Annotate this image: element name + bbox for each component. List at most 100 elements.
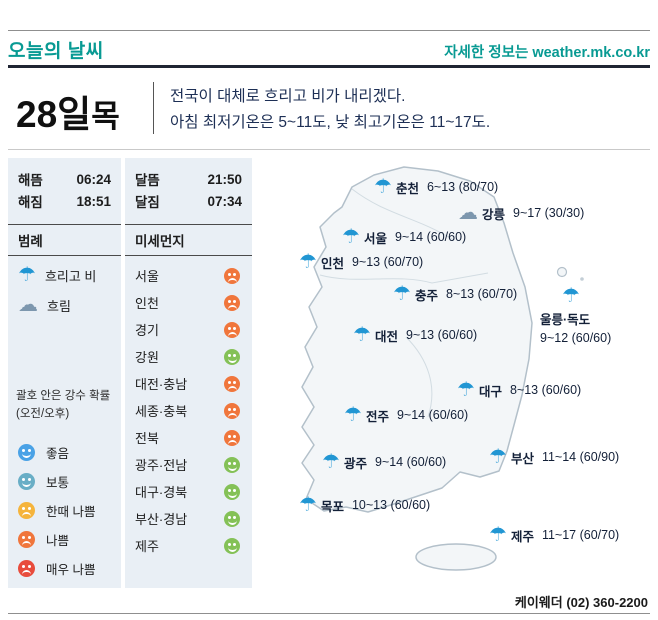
umbrella-icon: ☂ bbox=[374, 176, 392, 198]
face-good-icon bbox=[18, 443, 35, 461]
dust-region-label: 대전·충남 bbox=[135, 377, 188, 392]
page-title: 오늘의 날씨 bbox=[8, 41, 104, 62]
dust-face-icon bbox=[224, 348, 240, 365]
dust-header: 미세먼지 bbox=[125, 224, 252, 256]
moonrise-row: 달뜸 21:50 bbox=[125, 168, 252, 190]
city-marker-mokpo: ☂ 목포 10~13 (60/60) bbox=[299, 495, 430, 515]
city-temp: 9~14 (60/60) bbox=[394, 230, 467, 244]
dust-row-seoul: 서울 bbox=[125, 262, 252, 289]
city-temp: 9~14 (60/60) bbox=[396, 408, 469, 422]
face-very-bad-icon bbox=[18, 559, 35, 577]
city-marker-ulleung-dokdo: ☂ 울릉·독도 9~12 (60/60) bbox=[540, 286, 611, 345]
korea-weather-map: ☂ 춘천 6~13 (80/70) ☁ 강릉 9~17 (30/30) ☂ 서울 9~… bbox=[256, 155, 650, 591]
air-legend-label: 좋음 bbox=[46, 446, 70, 461]
air-legend-label: 한때 나쁨 bbox=[46, 504, 96, 519]
city-marker-busan: ☂ 부산 11~14 (60/90) bbox=[489, 447, 619, 467]
city-marker-jeju: ☂ 제주 11~17 (60/70) bbox=[489, 525, 619, 545]
umbrella-icon: ☂ bbox=[322, 451, 340, 473]
city-marker-incheon: ☂ 인천 9~13 (60/70) bbox=[299, 252, 423, 272]
sunset-row: 해짐 18:51 bbox=[8, 190, 121, 212]
city-name: 대전 bbox=[374, 329, 398, 344]
dust-face-icon bbox=[224, 402, 240, 419]
face-bad-icon bbox=[18, 530, 35, 548]
city-name: 전주 bbox=[365, 409, 389, 424]
face-sometimes-bad-icon bbox=[18, 501, 35, 519]
city-temp: 9~13 (60/60) bbox=[405, 328, 478, 342]
dust-row-gyeonggi: 경기 bbox=[125, 316, 252, 343]
air-legend-label: 매우 나쁨 bbox=[46, 562, 96, 577]
dust-row-gwangju-jeonnam: 광주·전남 bbox=[125, 451, 252, 478]
city-temp: 11~17 (60/70) bbox=[541, 528, 620, 542]
city-name: 강릉 bbox=[482, 207, 506, 222]
city-marker-gwangju: ☂ 광주 9~14 (60/60) bbox=[322, 452, 446, 472]
umbrella-icon: ☂ bbox=[489, 446, 507, 468]
dust-row-incheon: 인천 bbox=[125, 289, 252, 316]
sunset-time: 18:51 bbox=[76, 193, 111, 209]
top-divider bbox=[8, 30, 650, 31]
air-legend-label: 나쁨 bbox=[46, 533, 70, 548]
moonset-row: 달짐 07:34 bbox=[125, 190, 252, 212]
air-legend-item-moderate: 보통 bbox=[8, 467, 121, 496]
city-temp: 11~14 (60/90) bbox=[541, 450, 620, 464]
korea-map-svg bbox=[301, 166, 584, 571]
city-name: 서울 bbox=[363, 231, 387, 246]
city-temp: 10~13 (60/60) bbox=[351, 498, 431, 512]
dust-region-label: 인천 bbox=[135, 296, 159, 311]
forecast-line-1: 전국이 대체로 흐리고 비가 내리겠다. bbox=[170, 88, 406, 105]
city-temp: 9~13 (60/70) bbox=[351, 255, 424, 269]
dust-row-jeonbuk: 전북 bbox=[125, 424, 252, 451]
umbrella-icon: ☂ bbox=[457, 379, 475, 401]
city-name: 목포 bbox=[320, 499, 344, 514]
mainland-outline bbox=[301, 166, 533, 513]
umbrella-icon: ☂ bbox=[299, 251, 317, 273]
precip-note-line-1: 괄호 안은 강수 확률 bbox=[16, 390, 111, 402]
dust-region-label: 전북 bbox=[135, 431, 159, 446]
city-temp: 6~13 (80/70) bbox=[426, 180, 499, 194]
date-vertical-divider bbox=[153, 82, 154, 134]
bottom-divider bbox=[8, 613, 650, 614]
province-border-1 bbox=[319, 272, 489, 284]
cloud-icon: ☁ bbox=[18, 294, 38, 316]
dust-region-label: 세종·충북 bbox=[135, 404, 188, 419]
legend-item-rain: ☂ 흐리고 비 bbox=[8, 256, 121, 286]
page-header: 오늘의 날씨 자세한 정보는 weather.mk.co.kr bbox=[8, 36, 650, 63]
dust-row-gangwon: 강원 bbox=[125, 343, 252, 370]
dust-region-label: 경기 bbox=[135, 323, 159, 338]
moonrise-time: 21:50 bbox=[207, 171, 242, 187]
air-legend-label: 보통 bbox=[46, 475, 70, 490]
city-temp: 8~13 (60/70) bbox=[445, 287, 518, 301]
ulleungdo-island bbox=[556, 266, 568, 278]
umbrella-icon: ☂ bbox=[353, 324, 371, 346]
city-temp: 9~17 (30/30) bbox=[513, 206, 585, 220]
dust-region-label: 서울 bbox=[135, 269, 159, 284]
dust-row-sejong-chungbuk: 세종·충북 bbox=[125, 397, 252, 424]
city-name: 충주 bbox=[414, 288, 438, 303]
city-temp: 9~12 (60/60) bbox=[540, 331, 612, 345]
legend-header: 범례 bbox=[8, 224, 121, 256]
umbrella-icon: ☂ bbox=[489, 524, 507, 546]
city-name: 춘천 bbox=[395, 181, 419, 196]
moonset-label: 달짐 bbox=[135, 195, 160, 210]
air-legend-item-bad: 나쁨 bbox=[8, 525, 121, 554]
weather-url-text: 자세한 정보는 weather.mk.co.kr bbox=[444, 45, 650, 61]
province-border-2 bbox=[405, 336, 433, 418]
date-text: 28일 bbox=[16, 94, 92, 135]
sunset-label: 해짐 bbox=[18, 195, 43, 210]
umbrella-icon: ☂ bbox=[393, 283, 411, 305]
sunrise-label: 해뜸 bbox=[18, 173, 43, 188]
city-temp: 9~14 (60/60) bbox=[374, 455, 447, 469]
provider-credit: 케이웨더 (02) 360-2200 bbox=[514, 595, 648, 610]
dust-row-jeju: 제주 bbox=[125, 532, 252, 559]
face-moderate-icon bbox=[18, 472, 35, 490]
dust-face-icon bbox=[224, 537, 240, 554]
city-marker-daejeon: ☂ 대전 9~13 (60/60) bbox=[353, 325, 477, 345]
dust-region-label: 제주 bbox=[135, 539, 159, 554]
dust-row-busan-gyeongnam: 부산·경남 bbox=[125, 505, 252, 532]
dust-region-label: 광주·전남 bbox=[135, 458, 188, 473]
city-marker-daegu: ☂ 대구 8~13 (60/60) bbox=[457, 380, 581, 400]
umbrella-icon: ☂ bbox=[562, 285, 580, 307]
dust-face-icon bbox=[224, 429, 240, 446]
city-marker-jeonju: ☂ 전주 9~14 (60/60) bbox=[344, 405, 468, 425]
city-temp: 8~13 (60/60) bbox=[509, 383, 582, 397]
date-section: 28일목 bbox=[16, 84, 120, 138]
